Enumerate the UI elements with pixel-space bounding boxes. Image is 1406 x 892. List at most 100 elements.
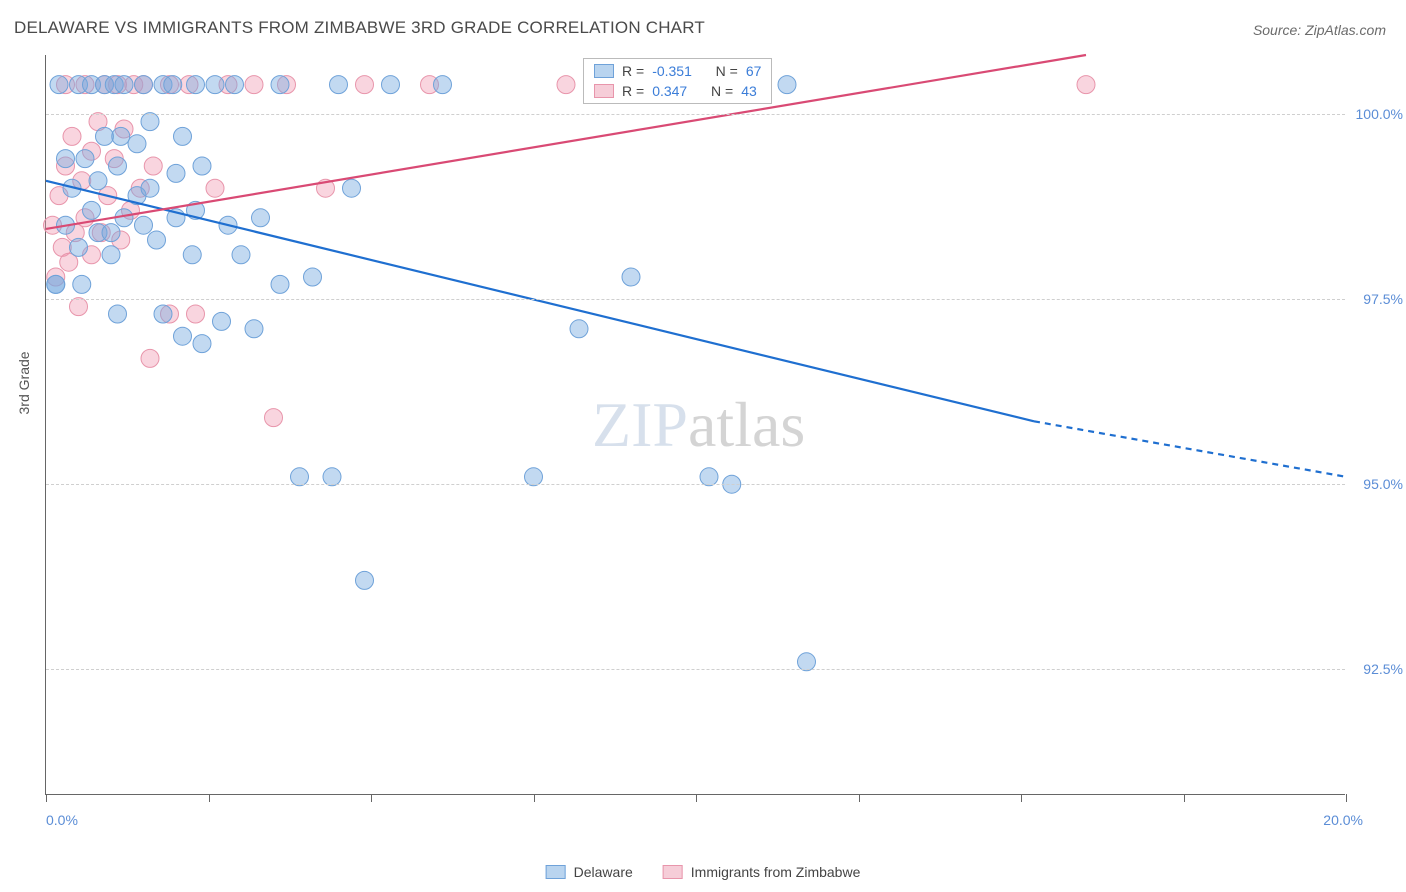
scatter-point-series1 xyxy=(245,320,263,338)
scatter-point-series2 xyxy=(356,76,374,94)
x-tick xyxy=(534,794,535,802)
scatter-point-series1 xyxy=(47,275,65,293)
scatter-point-series1 xyxy=(382,76,400,94)
scatter-point-series1 xyxy=(154,305,172,323)
scatter-point-series1 xyxy=(271,76,289,94)
scatter-point-series1 xyxy=(271,275,289,293)
x-tick xyxy=(371,794,372,802)
scatter-point-series1 xyxy=(304,268,322,286)
x-tick xyxy=(1346,794,1347,802)
scatter-point-series2 xyxy=(70,298,88,316)
x-tick xyxy=(46,794,47,802)
x-min-label: 0.0% xyxy=(46,812,78,828)
x-tick xyxy=(696,794,697,802)
scatter-point-series2 xyxy=(187,305,205,323)
legend-series-item: Delaware xyxy=(546,864,633,880)
scatter-point-series1 xyxy=(330,76,348,94)
x-tick xyxy=(1021,794,1022,802)
scatter-point-series1 xyxy=(700,468,718,486)
scatter-point-series1 xyxy=(174,327,192,345)
scatter-point-series1 xyxy=(232,246,250,264)
scatter-point-series2 xyxy=(557,76,575,94)
scatter-point-series1 xyxy=(525,468,543,486)
scatter-point-series1 xyxy=(778,76,796,94)
scatter-point-series1 xyxy=(148,231,166,249)
scatter-point-series1 xyxy=(167,164,185,182)
scatter-point-series1 xyxy=(226,76,244,94)
legend-r-value: -0.351 xyxy=(652,63,692,79)
scatter-point-series1 xyxy=(291,468,309,486)
scatter-point-series1 xyxy=(89,172,107,190)
scatter-point-series1 xyxy=(50,76,68,94)
scatter-point-series2 xyxy=(141,349,159,367)
scatter-point-series1 xyxy=(343,179,361,197)
scatter-point-series1 xyxy=(323,468,341,486)
scatter-point-series1 xyxy=(102,224,120,242)
legend-n-label: N = xyxy=(711,83,733,99)
legend-correlation-row: R =-0.351 N =67 xyxy=(584,61,771,81)
gridline xyxy=(46,299,1345,300)
y-tick-label: 95.0% xyxy=(1363,476,1403,492)
scatter-point-series1 xyxy=(57,150,75,168)
scatter-point-series2 xyxy=(245,76,263,94)
scatter-point-series2 xyxy=(63,127,81,145)
scatter-point-series1 xyxy=(187,76,205,94)
y-tick-label: 92.5% xyxy=(1363,661,1403,677)
scatter-point-series1 xyxy=(434,76,452,94)
scatter-point-series1 xyxy=(622,268,640,286)
legend-correlation-row: R =0.347 N =43 xyxy=(584,81,771,101)
legend-r-label: R = xyxy=(622,63,644,79)
chart-title: DELAWARE VS IMMIGRANTS FROM ZIMBABWE 3RD… xyxy=(14,18,705,38)
x-tick xyxy=(209,794,210,802)
scatter-point-series1 xyxy=(109,157,127,175)
legend-swatch xyxy=(594,64,614,78)
scatter-point-series2 xyxy=(206,179,224,197)
scatter-point-series1 xyxy=(193,157,211,175)
gridline xyxy=(46,669,1345,670)
plot-svg xyxy=(46,55,1346,795)
scatter-point-series1 xyxy=(135,76,153,94)
x-tick xyxy=(859,794,860,802)
scatter-point-series1 xyxy=(164,76,182,94)
gridline xyxy=(46,484,1345,485)
scatter-point-series1 xyxy=(112,127,130,145)
x-tick xyxy=(1184,794,1185,802)
scatter-point-series1 xyxy=(128,135,146,153)
scatter-point-series1 xyxy=(83,201,101,219)
legend-series-item: Immigrants from Zimbabwe xyxy=(663,864,861,880)
scatter-point-series1 xyxy=(141,113,159,131)
scatter-point-series1 xyxy=(76,150,94,168)
scatter-point-series1 xyxy=(213,312,231,330)
legend-swatch xyxy=(594,84,614,98)
scatter-point-series1 xyxy=(70,238,88,256)
scatter-point-series1 xyxy=(102,246,120,264)
chart-source: Source: ZipAtlas.com xyxy=(1253,22,1386,38)
scatter-point-series2 xyxy=(144,157,162,175)
scatter-point-series1 xyxy=(141,179,159,197)
y-tick-label: 100.0% xyxy=(1356,106,1403,122)
gridline xyxy=(46,114,1345,115)
scatter-point-series1 xyxy=(174,127,192,145)
scatter-point-series1 xyxy=(798,653,816,671)
scatter-point-series2 xyxy=(265,409,283,427)
trend-line-series1-dash xyxy=(1034,421,1346,477)
x-max-label: 20.0% xyxy=(1323,812,1363,828)
y-axis-label: 3rd Grade xyxy=(16,351,32,414)
scatter-point-series1 xyxy=(115,76,133,94)
legend-n-label: N = xyxy=(716,63,738,79)
scatter-point-series1 xyxy=(109,305,127,323)
scatter-point-series1 xyxy=(206,76,224,94)
legend-r-label: R = xyxy=(622,83,644,99)
scatter-point-series1 xyxy=(570,320,588,338)
legend-series: Delaware Immigrants from Zimbabwe xyxy=(546,864,861,880)
scatter-point-series1 xyxy=(356,571,374,589)
legend-n-value: 43 xyxy=(741,83,757,99)
legend-swatch xyxy=(663,865,683,879)
y-tick-label: 97.5% xyxy=(1363,291,1403,307)
plot-area: ZIPatlas R =-0.351 N =67R =0.347 N =43 9… xyxy=(45,55,1345,795)
trend-line-series1 xyxy=(46,181,1034,421)
legend-series-label: Delaware xyxy=(574,864,633,880)
scatter-point-series1 xyxy=(193,335,211,353)
scatter-point-series1 xyxy=(183,246,201,264)
scatter-point-series1 xyxy=(73,275,91,293)
